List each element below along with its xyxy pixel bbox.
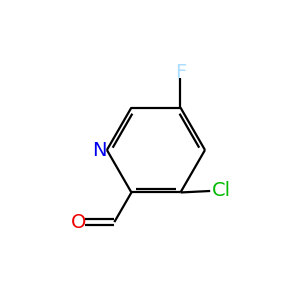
Text: Cl: Cl: [212, 182, 231, 200]
Text: O: O: [70, 213, 86, 232]
Text: F: F: [175, 63, 186, 82]
Text: N: N: [92, 140, 107, 160]
